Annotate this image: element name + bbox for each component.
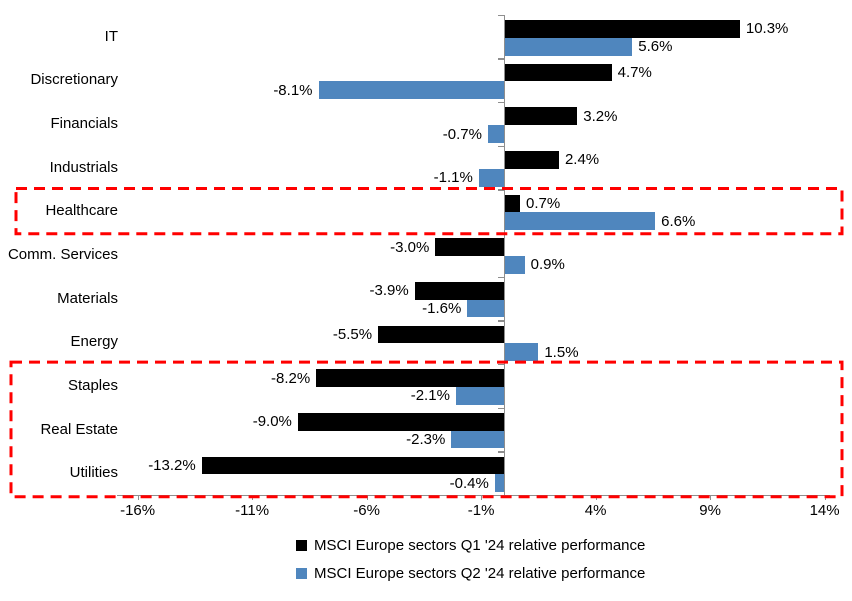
q2-bar-energy	[504, 343, 539, 362]
category-boundary-tick	[498, 189, 506, 191]
category-boundary-tick	[498, 407, 506, 409]
q1-bar-discretionary	[504, 63, 612, 82]
x-axis-tick-label: 9%	[699, 502, 721, 519]
x-axis-tick-label: -11%	[235, 502, 270, 519]
x-axis-tick-label: -6%	[353, 502, 380, 519]
q2-bar-real-estate	[451, 430, 504, 449]
category-boundary-tick	[498, 363, 506, 366]
q1-value-label-healthcare: 0.7%	[526, 195, 561, 212]
x-axis-line	[116, 494, 831, 497]
q2-value-label-materials: -1.6%	[422, 300, 462, 318]
y-axis-zero-line	[504, 14, 506, 495]
legend-marker-q1-black-square	[296, 540, 307, 551]
q2-bar-utilities	[494, 474, 504, 493]
q2-value-label-financials: -0.7%	[442, 125, 482, 143]
q1-value-label-it: 10.3%	[745, 20, 789, 38]
q2-bar-financials	[487, 125, 504, 143]
q2-bar-it	[504, 37, 633, 56]
category-label-healthcare: Healthcare	[45, 202, 118, 220]
q1-bar-materials	[414, 281, 504, 300]
q2-bar-materials	[467, 299, 504, 318]
category-boundary-tick	[498, 145, 506, 148]
x-axis-tick-label: -16%	[120, 502, 156, 519]
q2-value-label-utilities: -0.4%	[449, 474, 489, 492]
x-axis-tick	[252, 494, 254, 500]
category-boundary-tick	[498, 58, 506, 60]
q2-value-label-real-estate: -2.3%	[406, 431, 446, 449]
q1-value-label-staples: -8.2%	[271, 369, 311, 387]
category-label-it: IT	[104, 27, 118, 45]
q1-value-label-utilities: -13.2%	[148, 456, 196, 474]
category-boundary-tick	[498, 494, 506, 497]
q2-bar-comm-services	[504, 256, 525, 274]
q1-value-label-industrials: 2.4%	[564, 151, 600, 169]
q1-bar-it	[504, 20, 740, 38]
q1-value-label-materials: -3.9%	[369, 282, 409, 300]
q1-value-label-financials: 3.2%	[583, 107, 618, 125]
x-axis-tick-label: 14%	[809, 502, 840, 519]
category-boundary-tick	[498, 14, 506, 17]
q1-value-label-energy: -5.5%	[332, 325, 373, 343]
q2-value-label-comm-services: 0.9%	[530, 256, 565, 274]
x-axis-tick-label: 4%	[584, 502, 607, 519]
q2-bar-industrials	[478, 168, 504, 187]
category-label-materials: Materials	[57, 289, 118, 307]
x-axis-tick	[824, 494, 826, 500]
legend-label-q1: MSCI Europe sectors Q1 '24 relative perf…	[314, 537, 646, 554]
x-axis-tick	[481, 494, 483, 500]
q2-value-label-energy: 1.5%	[544, 343, 579, 361]
highlight-box-healthcare	[14, 187, 844, 236]
q1-bar-comm-services	[435, 238, 504, 257]
category-boundary-tick	[498, 320, 506, 322]
q1-value-label-discretionary: 4.7%	[617, 64, 652, 82]
legend-marker-q2-blue-square	[296, 568, 307, 579]
category-label-industrials: Industrials	[49, 158, 118, 176]
q1-bar-industrials	[504, 150, 559, 169]
q1-bar-real-estate	[297, 412, 504, 431]
q2-value-label-healthcare: 6.6%	[661, 212, 696, 230]
q1-value-label-real-estate: -9.0%	[252, 413, 292, 431]
x-axis-tick	[137, 494, 139, 500]
category-label-comm-services: Comm. Services	[7, 245, 118, 263]
legend-item-q1: MSCI Europe sectors Q1 '24 relative perf…	[296, 536, 645, 555]
q1-bar-energy	[378, 325, 504, 344]
category-label-real-estate: Real Estate	[40, 420, 118, 438]
x-axis-tick	[595, 494, 597, 500]
q2-value-label-discretionary: -8.1%	[273, 81, 313, 99]
q2-bar-healthcare	[504, 212, 656, 231]
q1-bar-utilities	[201, 456, 504, 475]
category-boundary-tick	[498, 451, 506, 453]
q2-bar-staples	[455, 387, 504, 405]
q1-bar-healthcare	[504, 194, 521, 213]
q1-bar-staples	[316, 369, 504, 387]
x-axis-tick-label: -1%	[467, 502, 495, 519]
q1-bar-financials	[504, 107, 578, 126]
category-label-energy: Energy	[70, 333, 118, 351]
category-boundary-tick	[498, 102, 506, 104]
x-axis-tick	[710, 494, 712, 500]
category-label-staples: Staples	[67, 376, 118, 394]
x-axis-tick	[366, 494, 368, 500]
q1-value-label-comm-services: -3.0%	[390, 238, 430, 256]
category-boundary-tick	[498, 276, 506, 278]
category-boundary-tick	[498, 232, 506, 235]
legend-label-q2: MSCI Europe sectors Q2 '24 relative perf…	[314, 565, 646, 582]
q2-value-label-industrials: -1.1%	[433, 169, 473, 187]
category-label-discretionary: Discretionary	[30, 71, 118, 89]
legend: MSCI Europe sectors Q1 '24 relative perf…	[296, 536, 645, 592]
legend-item-q2: MSCI Europe sectors Q2 '24 relative perf…	[296, 564, 645, 583]
category-label-financials: Financials	[50, 115, 118, 132]
q2-bar-discretionary	[318, 81, 504, 100]
q2-value-label-it: 5.6%	[638, 38, 673, 56]
q2-value-label-staples: -2.1%	[410, 387, 450, 405]
